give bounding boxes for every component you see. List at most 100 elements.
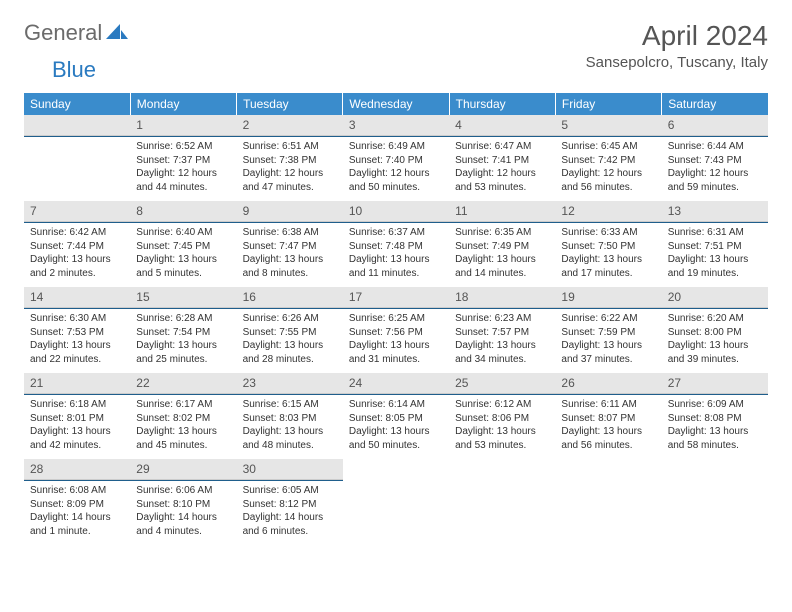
day-body: Sunrise: 6:20 AMSunset: 8:00 PMDaylight:… (662, 308, 768, 369)
day-body: Sunrise: 6:40 AMSunset: 7:45 PMDaylight:… (130, 222, 236, 283)
sunrise-line: Sunrise: 6:30 AM (30, 312, 124, 326)
sunrise-line: Sunrise: 6:51 AM (243, 140, 337, 154)
sunrise-line: Sunrise: 6:42 AM (30, 226, 124, 240)
day-cell: 5Sunrise: 6:45 AMSunset: 7:42 PMDaylight… (555, 115, 661, 201)
day-number: 5 (555, 115, 661, 136)
daylight-line: Daylight: 13 hours and 11 minutes. (349, 253, 443, 280)
day-cell: 20Sunrise: 6:20 AMSunset: 8:00 PMDayligh… (662, 287, 768, 373)
sunset-line: Sunset: 8:03 PM (243, 412, 337, 426)
day-body: Sunrise: 6:12 AMSunset: 8:06 PMDaylight:… (449, 394, 555, 455)
day-number (24, 115, 130, 136)
daylight-line: Daylight: 12 hours and 47 minutes. (243, 167, 337, 194)
sunset-line: Sunset: 8:00 PM (668, 326, 762, 340)
month-title: April 2024 (586, 20, 768, 52)
day-number: 30 (237, 459, 343, 480)
sunset-line: Sunset: 7:54 PM (136, 326, 230, 340)
empty-cell (449, 459, 555, 545)
sunset-line: Sunset: 7:51 PM (668, 240, 762, 254)
day-cell: 26Sunrise: 6:11 AMSunset: 8:07 PMDayligh… (555, 373, 661, 459)
week-row: 28Sunrise: 6:08 AMSunset: 8:09 PMDayligh… (24, 459, 768, 545)
sunset-line: Sunset: 8:05 PM (349, 412, 443, 426)
week-row: 7Sunrise: 6:42 AMSunset: 7:44 PMDaylight… (24, 201, 768, 287)
day-body: Sunrise: 6:37 AMSunset: 7:48 PMDaylight:… (343, 222, 449, 283)
day-cell: 15Sunrise: 6:28 AMSunset: 7:54 PMDayligh… (130, 287, 236, 373)
sunrise-line: Sunrise: 6:25 AM (349, 312, 443, 326)
daylight-line: Daylight: 12 hours and 53 minutes. (455, 167, 549, 194)
day-body: Sunrise: 6:38 AMSunset: 7:47 PMDaylight:… (237, 222, 343, 283)
day-number: 10 (343, 201, 449, 222)
sunrise-line: Sunrise: 6:28 AM (136, 312, 230, 326)
weekday-header: Saturday (662, 93, 768, 115)
week-row: 1Sunrise: 6:52 AMSunset: 7:37 PMDaylight… (24, 115, 768, 201)
day-body: Sunrise: 6:08 AMSunset: 8:09 PMDaylight:… (24, 480, 130, 541)
day-number: 18 (449, 287, 555, 308)
day-cell: 10Sunrise: 6:37 AMSunset: 7:48 PMDayligh… (343, 201, 449, 287)
week-row: 14Sunrise: 6:30 AMSunset: 7:53 PMDayligh… (24, 287, 768, 373)
daylight-line: Daylight: 12 hours and 50 minutes. (349, 167, 443, 194)
sunset-line: Sunset: 7:55 PM (243, 326, 337, 340)
sunrise-line: Sunrise: 6:40 AM (136, 226, 230, 240)
sunset-line: Sunset: 8:12 PM (243, 498, 337, 512)
day-number: 21 (24, 373, 130, 394)
day-body: Sunrise: 6:26 AMSunset: 7:55 PMDaylight:… (237, 308, 343, 369)
day-body: Sunrise: 6:30 AMSunset: 7:53 PMDaylight:… (24, 308, 130, 369)
daylight-line: Daylight: 13 hours and 58 minutes. (668, 425, 762, 452)
sunset-line: Sunset: 8:08 PM (668, 412, 762, 426)
day-body: Sunrise: 6:17 AMSunset: 8:02 PMDaylight:… (130, 394, 236, 455)
weekday-header: Monday (130, 93, 236, 115)
sunset-line: Sunset: 7:37 PM (136, 154, 230, 168)
sunrise-line: Sunrise: 6:38 AM (243, 226, 337, 240)
daylight-line: Daylight: 13 hours and 8 minutes. (243, 253, 337, 280)
day-number: 16 (237, 287, 343, 308)
day-cell: 1Sunrise: 6:52 AMSunset: 7:37 PMDaylight… (130, 115, 236, 201)
day-body: Sunrise: 6:44 AMSunset: 7:43 PMDaylight:… (662, 136, 768, 197)
location: Sansepolcro, Tuscany, Italy (586, 54, 768, 71)
day-number: 17 (343, 287, 449, 308)
day-cell: 12Sunrise: 6:33 AMSunset: 7:50 PMDayligh… (555, 201, 661, 287)
daylight-line: Daylight: 14 hours and 1 minute. (30, 511, 124, 538)
sunrise-line: Sunrise: 6:52 AM (136, 140, 230, 154)
day-cell: 18Sunrise: 6:23 AMSunset: 7:57 PMDayligh… (449, 287, 555, 373)
daylight-line: Daylight: 12 hours and 44 minutes. (136, 167, 230, 194)
daylight-line: Daylight: 13 hours and 39 minutes. (668, 339, 762, 366)
sunset-line: Sunset: 7:42 PM (561, 154, 655, 168)
day-cell: 2Sunrise: 6:51 AMSunset: 7:38 PMDaylight… (237, 115, 343, 201)
sunset-line: Sunset: 7:48 PM (349, 240, 443, 254)
day-number: 19 (555, 287, 661, 308)
day-body (24, 136, 130, 196)
sunset-line: Sunset: 8:10 PM (136, 498, 230, 512)
day-number: 15 (130, 287, 236, 308)
logo-text-2: Blue (52, 57, 96, 82)
sunrise-line: Sunrise: 6:23 AM (455, 312, 549, 326)
sunset-line: Sunset: 7:47 PM (243, 240, 337, 254)
day-number: 13 (662, 201, 768, 222)
sunrise-line: Sunrise: 6:31 AM (668, 226, 762, 240)
day-cell: 30Sunrise: 6:05 AMSunset: 8:12 PMDayligh… (237, 459, 343, 545)
day-body: Sunrise: 6:35 AMSunset: 7:49 PMDaylight:… (449, 222, 555, 283)
day-body: Sunrise: 6:25 AMSunset: 7:56 PMDaylight:… (343, 308, 449, 369)
day-cell: 23Sunrise: 6:15 AMSunset: 8:03 PMDayligh… (237, 373, 343, 459)
sunset-line: Sunset: 7:56 PM (349, 326, 443, 340)
day-number: 26 (555, 373, 661, 394)
sunrise-line: Sunrise: 6:06 AM (136, 484, 230, 498)
daylight-line: Daylight: 13 hours and 19 minutes. (668, 253, 762, 280)
weekday-header: Sunday (24, 93, 130, 115)
day-body: Sunrise: 6:33 AMSunset: 7:50 PMDaylight:… (555, 222, 661, 283)
day-cell: 7Sunrise: 6:42 AMSunset: 7:44 PMDaylight… (24, 201, 130, 287)
sunrise-line: Sunrise: 6:18 AM (30, 398, 124, 412)
daylight-line: Daylight: 13 hours and 56 minutes. (561, 425, 655, 452)
sunrise-line: Sunrise: 6:44 AM (668, 140, 762, 154)
day-body: Sunrise: 6:15 AMSunset: 8:03 PMDaylight:… (237, 394, 343, 455)
sunrise-line: Sunrise: 6:22 AM (561, 312, 655, 326)
empty-cell (24, 115, 130, 201)
daylight-line: Daylight: 13 hours and 48 minutes. (243, 425, 337, 452)
sunset-line: Sunset: 8:01 PM (30, 412, 124, 426)
title-block: April 2024 Sansepolcro, Tuscany, Italy (586, 20, 768, 71)
day-number: 8 (130, 201, 236, 222)
daylight-line: Daylight: 13 hours and 45 minutes. (136, 425, 230, 452)
day-number: 3 (343, 115, 449, 136)
day-body: Sunrise: 6:11 AMSunset: 8:07 PMDaylight:… (555, 394, 661, 455)
sunrise-line: Sunrise: 6:45 AM (561, 140, 655, 154)
sunset-line: Sunset: 7:38 PM (243, 154, 337, 168)
day-cell: 24Sunrise: 6:14 AMSunset: 8:05 PMDayligh… (343, 373, 449, 459)
